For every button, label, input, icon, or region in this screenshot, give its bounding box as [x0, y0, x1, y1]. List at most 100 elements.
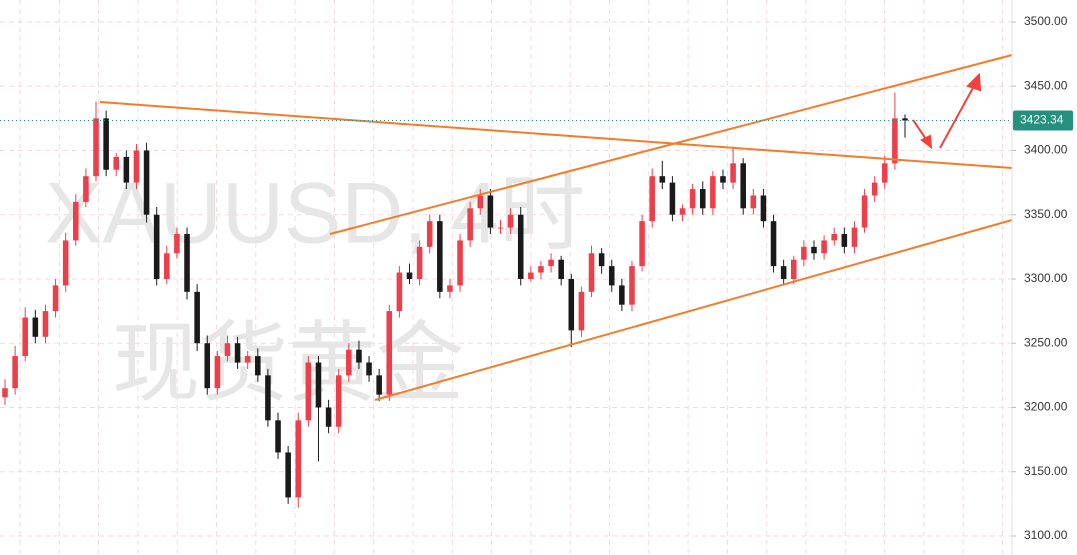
- candle-body: [740, 163, 746, 209]
- candle-body: [386, 311, 393, 395]
- channel-upper: [329, 54, 1013, 235]
- candle-body: [780, 266, 787, 279]
- candle-body: [376, 375, 382, 395]
- candle-body: [608, 266, 615, 286]
- candle-body: [578, 291, 585, 331]
- y-tick-label: 3300.00: [1024, 271, 1068, 285]
- candle-body: [477, 195, 484, 209]
- candle-body: [12, 356, 18, 389]
- candle-body: [770, 221, 777, 267]
- candle-body: [335, 375, 342, 427]
- candle-body: [507, 214, 514, 228]
- candle-body: [750, 195, 757, 209]
- candle-body: [346, 349, 352, 376]
- candle-body: [204, 343, 211, 389]
- candle-body: [194, 291, 200, 344]
- candle-body: [285, 452, 291, 498]
- candle-body: [871, 182, 878, 196]
- candle-body: [760, 195, 767, 222]
- candle-body: [659, 176, 666, 183]
- candle-body: [831, 234, 837, 241]
- y-tick-label: 3150.00: [1024, 464, 1068, 478]
- candle-body: [699, 189, 706, 209]
- candle-body: [214, 356, 221, 389]
- candle-body: [255, 356, 261, 376]
- candle-body: [811, 246, 817, 254]
- candle-body: [93, 118, 99, 177]
- candle-body: [184, 234, 190, 292]
- grid: [0, 21, 1012, 537]
- candle-body: [902, 118, 908, 121]
- y-tick-label: 3350.00: [1024, 207, 1068, 221]
- candles: [2, 92, 908, 508]
- candle-body: [22, 317, 29, 357]
- candle-body: [497, 227, 504, 229]
- y-tick-label: 3450.00: [1024, 78, 1068, 92]
- candle-body: [73, 201, 79, 241]
- candle-body: [689, 189, 696, 209]
- candle-body: [123, 156, 130, 183]
- candle-body: [356, 349, 362, 363]
- candle-body: [720, 176, 726, 183]
- candle-body: [143, 150, 150, 215]
- candle-body: [710, 176, 716, 209]
- y-tick-label: 3100.00: [1024, 528, 1068, 542]
- candle-body: [325, 407, 332, 427]
- candle-body: [598, 253, 605, 267]
- y-tick-label: 3400.00: [1024, 143, 1068, 157]
- candle-body: [730, 163, 736, 183]
- candle-body: [52, 285, 59, 312]
- y-tick-label: 3250.00: [1024, 335, 1068, 349]
- candle-body: [669, 182, 676, 215]
- candle-body: [2, 388, 8, 398]
- candle-body: [588, 253, 595, 292]
- candle-body: [861, 195, 868, 228]
- candle-body: [558, 259, 564, 279]
- candle-body: [62, 240, 69, 286]
- candle-body: [103, 118, 109, 170]
- last-price-label: 3423.34: [1020, 113, 1064, 127]
- candle-body: [32, 317, 39, 337]
- arrow-head: [920, 134, 933, 150]
- candle-body: [42, 311, 49, 337]
- candle-body: [426, 221, 433, 247]
- candle-body: [568, 278, 575, 331]
- candle-body: [457, 240, 463, 286]
- arrow-up: [939, 85, 975, 149]
- arrows: [912, 72, 982, 150]
- candle-body: [790, 259, 797, 279]
- candle-body: [406, 272, 413, 279]
- candle-body: [275, 420, 281, 453]
- candle-body: [892, 118, 898, 164]
- candle-body: [305, 362, 312, 421]
- candle-body: [841, 234, 848, 247]
- candle-body: [548, 259, 554, 267]
- y-tick-label: 3200.00: [1024, 400, 1068, 414]
- candle-body: [821, 240, 827, 254]
- candle-body: [164, 253, 170, 279]
- candle-body: [265, 375, 271, 421]
- candle-body: [83, 176, 89, 202]
- candle-body: [174, 234, 180, 254]
- candle-body: [437, 221, 443, 292]
- candle-body: [487, 195, 494, 228]
- candle-body: [629, 266, 635, 305]
- candle-body: [619, 285, 625, 305]
- candle-body: [315, 362, 322, 408]
- candle-body: [295, 420, 302, 498]
- candle-body: [133, 150, 140, 183]
- candle-body: [679, 208, 686, 215]
- last-price-box: [1013, 110, 1073, 131]
- candle-body: [801, 246, 807, 260]
- candle-body: [113, 156, 120, 170]
- candle-body: [396, 272, 403, 312]
- candle-body: [244, 356, 251, 363]
- candle-body: [224, 343, 231, 357]
- candle-body: [851, 227, 858, 247]
- candle-body: [366, 362, 372, 376]
- y-tick-label: 3500.00: [1024, 14, 1068, 28]
- candle-body: [416, 246, 423, 279]
